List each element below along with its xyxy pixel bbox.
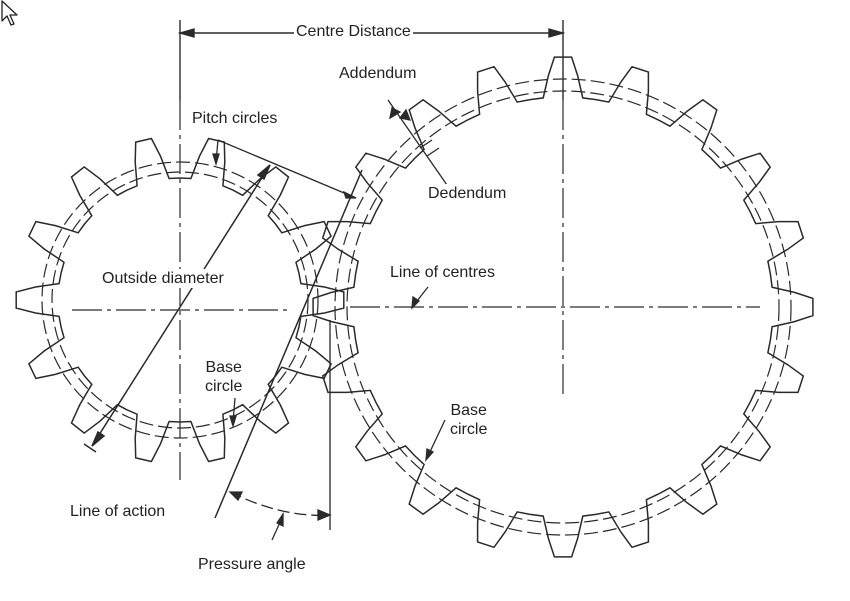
pitch-circles-label: Pitch circles xyxy=(190,109,280,128)
base-circle-label-small: Base circle xyxy=(203,358,245,396)
pitch-circle-leaders xyxy=(212,139,357,199)
centre-lines xyxy=(72,100,760,480)
pinion-tooth-profile xyxy=(15,137,345,463)
pinion-base-circle xyxy=(51,171,309,429)
line-of-centres-leader xyxy=(411,286,429,310)
pressure-angle-marker xyxy=(228,320,332,541)
pressure-angle-label: Pressure angle xyxy=(196,555,308,574)
line-of-action-label: Line of action xyxy=(68,502,168,521)
addendum-dedendum-markers xyxy=(387,99,448,186)
line-of-action xyxy=(214,169,363,519)
mouse-pointer-icon xyxy=(1,0,18,26)
pinion-gear xyxy=(15,137,345,463)
addendum-label: Addendum xyxy=(337,64,419,83)
outside-diameter-label: Outside diameter xyxy=(100,269,226,288)
dedendum-label: Dedendum xyxy=(426,184,509,203)
centre-distance-label: Centre Distance xyxy=(294,22,413,41)
outside-diameter-line xyxy=(83,164,271,453)
base-circle-leaders xyxy=(229,397,446,462)
gear-pitch-circle xyxy=(334,78,792,536)
pinion-pitch-circle xyxy=(41,161,319,439)
line-of-centres-label: Line of centres xyxy=(388,263,497,282)
base-circle-label-large: Base circle xyxy=(448,401,490,439)
gear-base-circle xyxy=(346,90,780,524)
